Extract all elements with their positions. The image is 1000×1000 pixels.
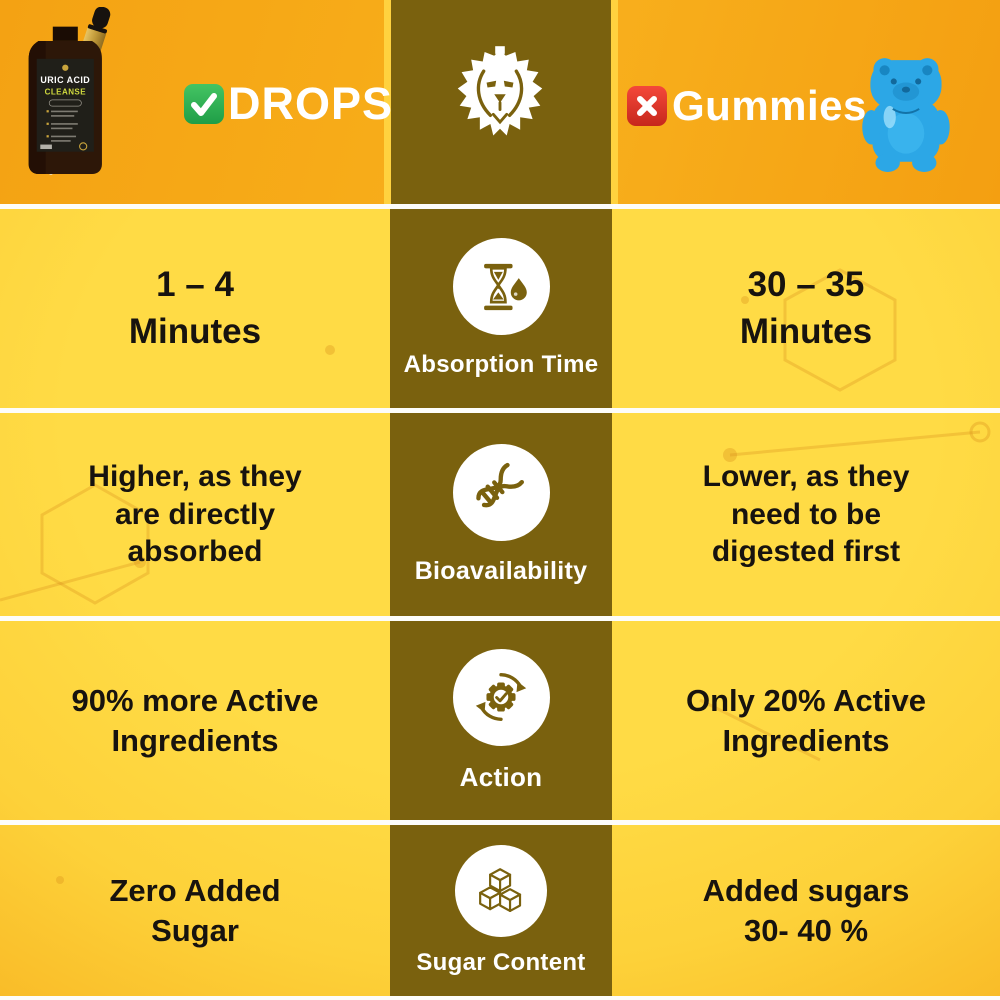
icon-circle — [455, 844, 547, 937]
gummies-cell: Lower, as they need to be digested first — [612, 413, 1000, 616]
gummies-cell: Added sugars 30- 40 % — [612, 825, 1000, 996]
bottom-border-line — [0, 996, 1000, 1000]
drops-cell: Higher, as they are directly absorbed — [0, 413, 390, 616]
sugar-cubes-icon — [479, 867, 522, 912]
row-divider — [0, 204, 1000, 209]
icon-circle — [452, 443, 550, 541]
feature-label: Bioavailability — [414, 556, 588, 585]
band-edge-right — [611, 0, 618, 204]
gear-check-cycle-icon — [475, 673, 527, 721]
drops-column-title: DROPS — [228, 78, 394, 129]
feature-column: Sugar Content — [390, 825, 612, 996]
icon-circle — [452, 238, 550, 335]
bottle-label-line1: URIC ACID — [40, 75, 90, 85]
gummies-value: Lower, as they need to be digested first — [702, 459, 910, 569]
drops-cell: 1 – 4 Minutes — [0, 209, 390, 408]
bottle-label-line2: CLEANSE — [45, 88, 87, 97]
gummies-cell: Only 20% Active Ingredients — [612, 621, 1000, 820]
gummies-cell: 30 – 35 Minutes — [612, 209, 1000, 408]
gummies-column-title: Gummies — [672, 82, 867, 129]
gummies-value: 30 – 35 Minutes — [739, 264, 873, 351]
row-sugar-content: Zero Added Sugar S — [0, 825, 1000, 996]
feature-column: Bioavailability — [390, 413, 612, 616]
band-edge-left — [384, 0, 391, 204]
icon-circle — [452, 648, 550, 746]
gummy-bear-image — [862, 58, 950, 172]
row-bioavailability: Higher, as they are directly absorbed Bi… — [0, 413, 1000, 616]
drops-value: Zero Added Sugar — [109, 872, 281, 948]
feature-label: Sugar Content — [416, 948, 586, 976]
row-divider — [0, 616, 1000, 621]
feature-label: Absorption Time — [403, 351, 599, 378]
drops-cell: Zero Added Sugar — [0, 825, 390, 996]
feature-column: Absorption Time — [390, 209, 612, 408]
cross-mark-icon — [627, 86, 667, 126]
feature-column: Action — [390, 621, 612, 820]
row-absorption-time: 1 – 4 Minutes Absorption Time — [0, 209, 1000, 408]
hourglass-droplet-icon — [484, 263, 527, 310]
product-bottle-image: URIC ACID CLEANSE — [28, 7, 111, 175]
check-mark-icon — [184, 84, 224, 124]
row-divider — [0, 820, 1000, 825]
dna-helix-icon — [476, 462, 524, 508]
drops-cell: 90% more Active Ingredients — [0, 621, 390, 820]
row-action: 90% more Active Ingredients — [0, 621, 1000, 820]
drops-value: 1 – 4 Minutes — [128, 264, 262, 351]
drops-value: Higher, as they are directly absorbed — [88, 459, 302, 569]
gummies-value: Only 20% Active Ingredients — [685, 682, 927, 758]
feature-label: Action — [459, 761, 543, 792]
drops-value: 90% more Active Ingredients — [71, 682, 319, 758]
lion-logo — [457, 46, 543, 136]
row-divider — [0, 408, 1000, 413]
gummies-value: Added sugars 30- 40 % — [702, 872, 910, 948]
